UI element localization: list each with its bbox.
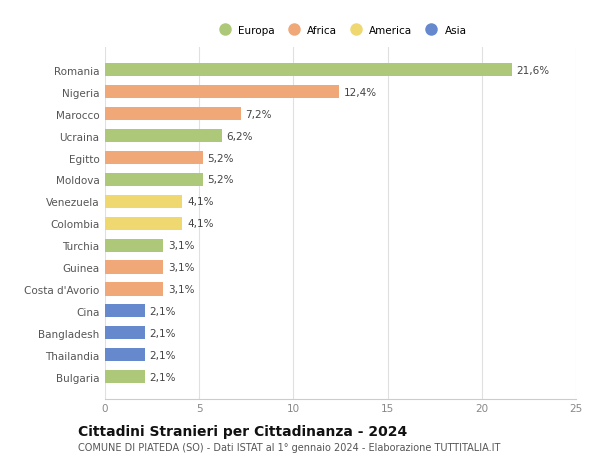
Bar (105, 283, 163, 296)
Bar (105, 151, 203, 165)
Text: 5,2%: 5,2% (208, 175, 234, 185)
Text: 6,2%: 6,2% (227, 131, 253, 141)
Bar (105, 370, 145, 383)
Bar (105, 217, 182, 230)
Text: Cittadini Stranieri per Cittadinanza - 2024: Cittadini Stranieri per Cittadinanza - 2… (78, 425, 407, 438)
Bar (105, 108, 241, 121)
Text: COMUNE DI PIATEDA (SO) - Dati ISTAT al 1° gennaio 2024 - Elaborazione TUTTITALIA: COMUNE DI PIATEDA (SO) - Dati ISTAT al 1… (78, 442, 500, 452)
Bar (105, 261, 163, 274)
Text: 12,4%: 12,4% (343, 88, 376, 98)
Text: 2,1%: 2,1% (149, 350, 176, 360)
Text: 2,1%: 2,1% (149, 328, 176, 338)
Text: 21,6%: 21,6% (517, 66, 550, 76)
Bar (105, 326, 145, 340)
Bar (105, 196, 182, 208)
Text: 7,2%: 7,2% (245, 109, 272, 119)
Bar (105, 305, 145, 318)
Text: 4,1%: 4,1% (187, 197, 214, 207)
Text: 3,1%: 3,1% (168, 241, 194, 251)
Text: 5,2%: 5,2% (208, 153, 234, 163)
Text: 2,1%: 2,1% (149, 306, 176, 316)
Bar (105, 130, 222, 143)
Text: 3,1%: 3,1% (168, 263, 194, 273)
Text: 4,1%: 4,1% (187, 219, 214, 229)
Bar (105, 64, 512, 77)
Bar (105, 239, 163, 252)
Bar (105, 174, 203, 187)
Text: 3,1%: 3,1% (168, 285, 194, 294)
Legend: Europa, Africa, America, Asia: Europa, Africa, America, Asia (210, 22, 471, 40)
Text: 2,1%: 2,1% (149, 372, 176, 382)
Bar (105, 348, 145, 362)
Bar (105, 86, 338, 99)
